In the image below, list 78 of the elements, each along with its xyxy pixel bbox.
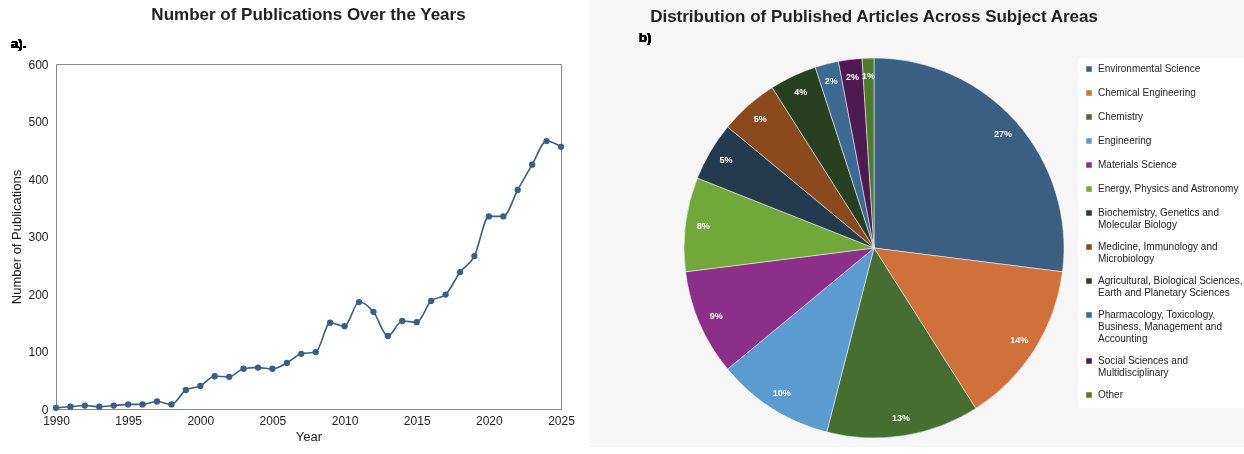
x-axis-title: Year [295, 428, 323, 444]
point [211, 373, 218, 380]
point [168, 401, 175, 408]
point [543, 137, 550, 145]
data-label: 2% [824, 76, 838, 87]
data-label: 13% [891, 412, 910, 423]
point [269, 365, 276, 372]
point [254, 364, 262, 371]
y-tick-label: 500 [28, 115, 49, 129]
point [370, 308, 377, 315]
point [557, 143, 565, 150]
point [514, 186, 521, 194]
data-label: 2% [845, 72, 859, 83]
point [240, 365, 247, 372]
point [413, 319, 420, 326]
point [298, 350, 305, 357]
y-tick-label: 100 [28, 345, 49, 359]
chart-title: Number of Publications Over the Years [151, 5, 466, 24]
point [96, 403, 103, 410]
text: a). [11, 36, 27, 51]
data-label: 10% [772, 388, 791, 399]
legend-label: Environmental Science [1098, 63, 1201, 74]
legend-label: Medicine, Immunology and Microbiology [1098, 241, 1218, 264]
point [326, 319, 334, 326]
data-label: 8% [696, 221, 710, 232]
data-label: 5% [719, 155, 733, 166]
point [283, 359, 291, 367]
point [225, 373, 233, 380]
data-label: 5% [753, 113, 767, 124]
point [52, 404, 60, 412]
point [67, 403, 74, 410]
legend-label: Agricultural, Biological Sciences, Earth and Planetary Sciences [1098, 275, 1243, 298]
x-tick-label: 2010 [331, 413, 359, 428]
point [456, 268, 464, 276]
point [81, 402, 89, 409]
data-label: 27% [994, 129, 1013, 140]
legend-label: Social Sciences and Multidisciplinary [1098, 355, 1189, 378]
point [471, 252, 478, 260]
point [110, 402, 117, 409]
legend-label: Energy, Physics and Astronomy [1098, 183, 1239, 194]
legend-label: Chemical Engineering [1098, 87, 1196, 98]
point [139, 401, 146, 408]
legend-label: Chemistry [1098, 111, 1144, 122]
y-tick-label: 600 [28, 57, 49, 72]
legend-label: Biochemistry, Genetics and Molecular Biology [1098, 207, 1219, 230]
point [485, 213, 493, 220]
point [197, 382, 204, 390]
data-label: 14% [1010, 335, 1029, 346]
point [312, 348, 319, 356]
text: b) [639, 30, 652, 45]
legend-label: Engineering [1098, 135, 1152, 146]
point [442, 291, 449, 298]
data-label: 4% [794, 87, 808, 98]
x-tick-label: 2025 [548, 413, 576, 428]
y-tick-label: 300 [28, 230, 49, 244]
legend-label: Other [1098, 389, 1124, 400]
y-tick-label: 400 [28, 172, 49, 187]
point [528, 161, 536, 168]
y-axis-title: Number of Publications [9, 169, 25, 305]
point [341, 323, 348, 330]
chart-title: Distribution of Published Articles Across Subject Areas [650, 7, 1098, 26]
point [124, 401, 132, 408]
point [427, 297, 435, 305]
data-label: 9% [709, 311, 723, 322]
x-tick-label: 2000 [187, 413, 215, 428]
legend-label: Materials Science [1098, 159, 1178, 170]
point [399, 317, 406, 325]
x-tick-label: 2020 [476, 413, 504, 428]
point [182, 386, 190, 394]
x-tick-label: 2005 [259, 413, 287, 428]
x-tick-label: 2015 [403, 413, 431, 428]
point [384, 332, 392, 340]
x-tick-label: 1995 [115, 413, 143, 428]
point [500, 213, 507, 220]
point [355, 298, 363, 306]
legend-label: Pharmacology, Toxicology, Business, Management and Accounting [1098, 309, 1222, 344]
y-tick-label: 200 [28, 287, 49, 302]
point [153, 398, 161, 405]
